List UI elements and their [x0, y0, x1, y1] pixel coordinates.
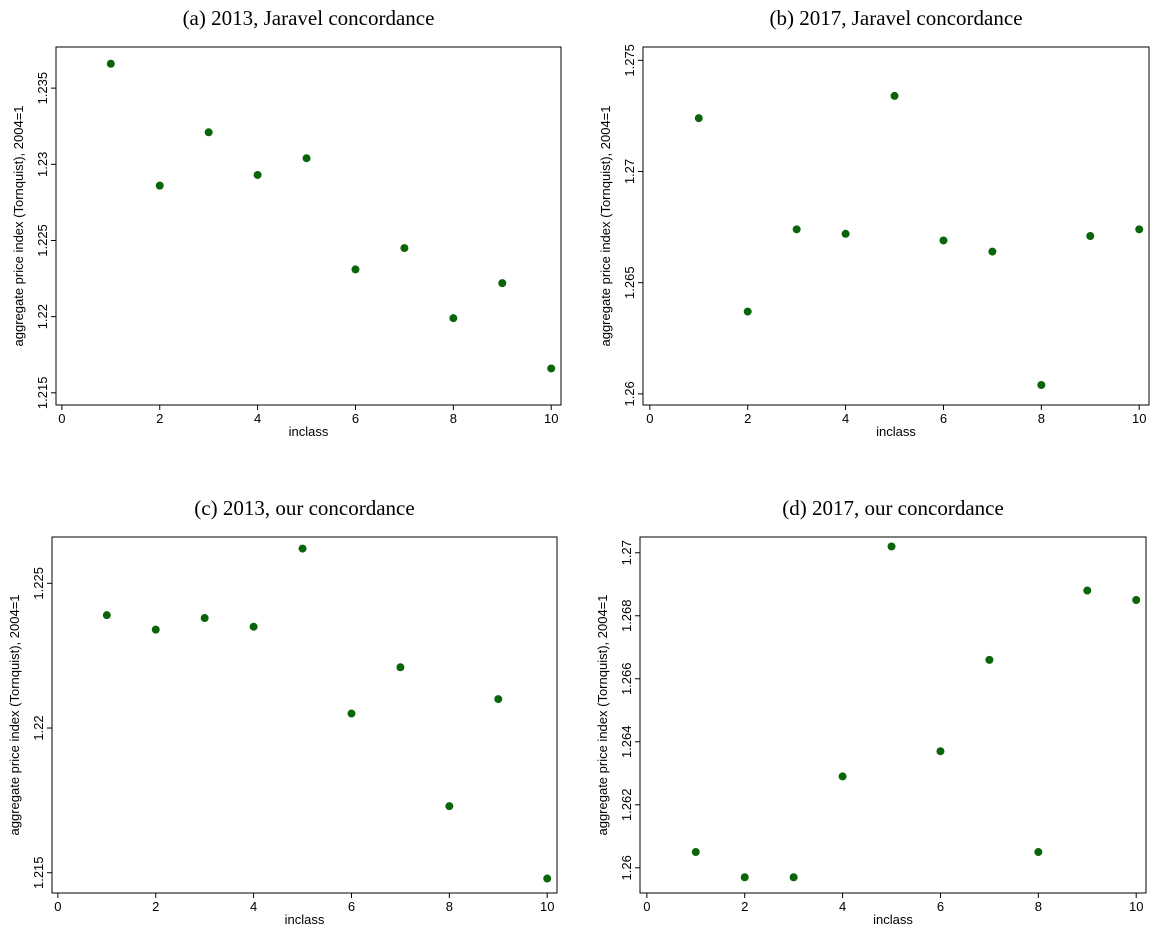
x-tick-label: 4	[842, 411, 849, 426]
y-tick-label: 1.215	[31, 856, 46, 889]
point	[396, 663, 405, 672]
x-tick-label: 10	[1129, 899, 1143, 914]
point	[1132, 596, 1141, 605]
point	[1037, 380, 1046, 389]
point	[547, 364, 556, 373]
x-tick-label: 10	[540, 899, 554, 914]
point	[498, 279, 507, 288]
x-axis-title: inclass	[285, 912, 325, 927]
point	[890, 91, 899, 100]
x-tick-label: 4	[250, 899, 257, 914]
y-tick-label: 1.235	[35, 72, 50, 105]
y-tick-label: 1.22	[35, 304, 50, 329]
x-tick-label: 6	[352, 411, 359, 426]
y-tick-label: 1.266	[619, 662, 634, 695]
point	[939, 236, 948, 245]
panel-title: (a) 2013, Jaravel concordance	[183, 6, 435, 30]
point	[789, 873, 798, 882]
plot-frame	[51, 536, 558, 894]
point	[1034, 848, 1043, 857]
point	[792, 225, 801, 234]
point	[449, 314, 458, 323]
x-tick-label: 10	[1132, 411, 1146, 426]
point	[347, 709, 356, 718]
point	[1086, 232, 1095, 241]
x-tick-label: 0	[643, 899, 650, 914]
x-tick-label: 6	[937, 899, 944, 914]
point	[743, 307, 752, 316]
point	[253, 170, 262, 179]
y-tick-label: 1.22	[31, 715, 46, 740]
y-tick-label: 1.215	[35, 377, 50, 410]
y-tick-label: 1.27	[619, 540, 634, 565]
x-tick-label: 6	[940, 411, 947, 426]
y-tick-label: 1.26	[622, 381, 637, 406]
x-tick-label: 2	[156, 411, 163, 426]
point	[1083, 586, 1092, 595]
panel-title: (b) 2017, Jaravel concordance	[769, 6, 1022, 30]
x-axis-title: inclass	[289, 424, 329, 439]
x-tick-label: 4	[839, 899, 846, 914]
x-tick-label: 8	[450, 411, 457, 426]
y-tick-label: 1.275	[622, 44, 637, 77]
x-tick-label: 2	[741, 899, 748, 914]
x-tick-label: 4	[254, 411, 261, 426]
plot-frame	[639, 536, 1147, 894]
point	[838, 772, 847, 781]
x-tick-label: 6	[348, 899, 355, 914]
point	[302, 154, 311, 163]
y-tick-label: 1.27	[622, 159, 637, 184]
point	[200, 614, 209, 623]
point	[155, 181, 164, 190]
y-tick-label: 1.225	[35, 224, 50, 257]
point	[988, 247, 997, 256]
y-axis-title: aggregate price index (Tornquist), 2004=…	[598, 105, 613, 346]
plot-frame	[642, 46, 1150, 406]
point	[151, 625, 160, 634]
y-tick-label: 1.225	[31, 567, 46, 600]
point	[400, 244, 409, 253]
point	[691, 848, 700, 857]
y-tick-label: 1.268	[619, 599, 634, 632]
x-tick-label: 0	[58, 411, 65, 426]
point	[543, 874, 552, 883]
y-axis-title: aggregate price index (Tornquist), 2004=…	[595, 594, 610, 835]
x-tick-label: 10	[544, 411, 558, 426]
point	[841, 229, 850, 238]
y-tick-label: 1.265	[622, 266, 637, 299]
y-tick-label: 1.264	[619, 726, 634, 759]
x-tick-label: 2	[744, 411, 751, 426]
x-axis-title: inclass	[873, 912, 913, 927]
y-tick-label: 1.262	[619, 789, 634, 822]
point	[298, 544, 307, 553]
x-tick-label: 8	[446, 899, 453, 914]
point	[106, 59, 115, 68]
x-tick-label: 0	[54, 899, 61, 914]
point	[445, 802, 454, 811]
y-axis-title: aggregate price index (Tornquist), 2004=…	[7, 594, 22, 835]
point	[936, 747, 945, 756]
point	[694, 114, 703, 123]
x-tick-label: 0	[646, 411, 653, 426]
x-tick-label: 2	[152, 899, 159, 914]
x-tick-label: 8	[1035, 899, 1042, 914]
point	[985, 655, 994, 664]
y-axis-title: aggregate price index (Tornquist), 2004=…	[11, 105, 26, 346]
y-tick-label: 1.23	[35, 152, 50, 177]
point	[249, 622, 258, 631]
point	[102, 611, 111, 620]
point	[204, 128, 213, 137]
point	[1135, 225, 1144, 234]
point	[740, 873, 749, 882]
x-tick-label: 8	[1038, 411, 1045, 426]
plot-frame	[55, 46, 562, 406]
panel-title: (c) 2013, our concordance	[194, 496, 414, 520]
point	[887, 542, 896, 551]
point	[351, 265, 360, 274]
point	[494, 695, 503, 704]
y-tick-label: 1.26	[619, 855, 634, 880]
x-axis-title: inclass	[876, 424, 916, 439]
panel-title: (d) 2017, our concordance	[782, 496, 1004, 520]
